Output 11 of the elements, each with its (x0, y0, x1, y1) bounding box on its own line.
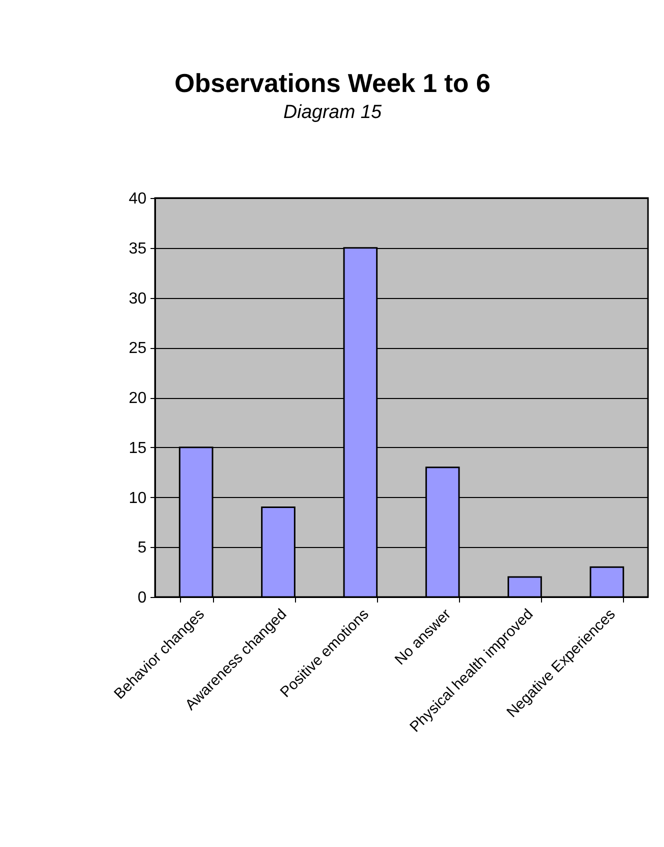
y-tick-label: 40 (128, 190, 147, 208)
y-tick-label: 35 (128, 240, 147, 258)
y-tick-label: 5 (138, 540, 147, 557)
y-tick-label: 30 (128, 290, 147, 308)
y-tick-label: 0 (138, 590, 147, 606)
y-tick-label: 10 (128, 490, 147, 507)
y-tick-label: 15 (128, 440, 147, 457)
chart-subtitle: Diagram 15 (283, 102, 382, 123)
y-tick-label: 20 (128, 390, 147, 407)
y-tick-label: 25 (128, 340, 147, 358)
chart-title: Observations Week 1 to 6 (174, 68, 490, 98)
